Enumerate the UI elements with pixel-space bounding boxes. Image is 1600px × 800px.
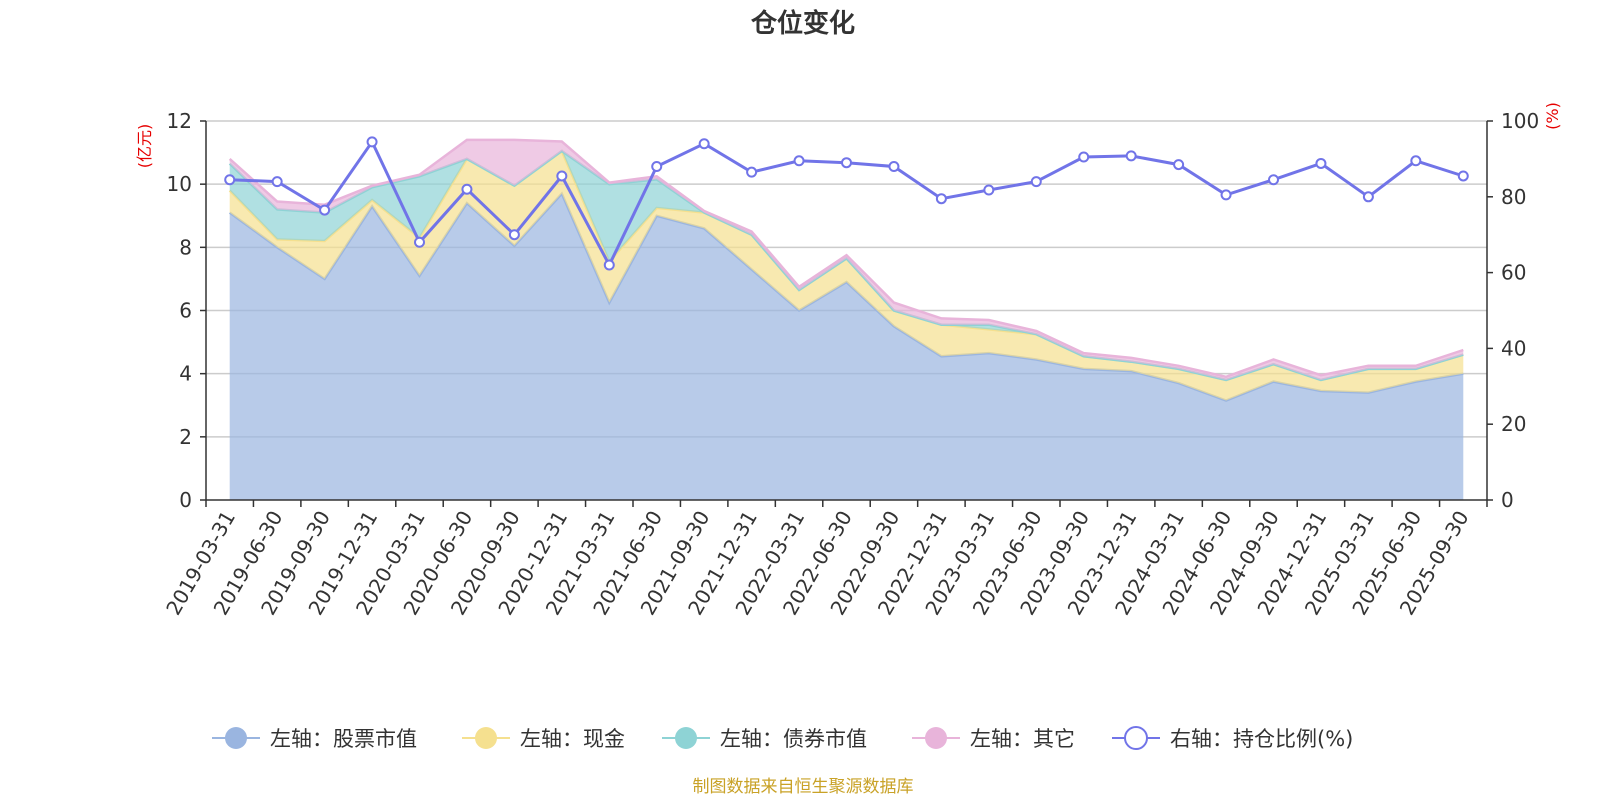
legend-label: 左轴：其它 xyxy=(970,727,1075,751)
ratio-point xyxy=(461,183,473,195)
ratio-point xyxy=(1125,150,1137,162)
ratio-point xyxy=(935,193,947,205)
ratio-point xyxy=(556,170,568,182)
legend-label: 左轴：债券市值 xyxy=(720,727,867,751)
left-tick-label: 6 xyxy=(179,299,192,323)
ratio-point xyxy=(508,229,520,241)
ratio-point xyxy=(271,176,283,188)
legend-label: 左轴：股票市值 xyxy=(270,727,417,751)
legend-marker xyxy=(225,727,247,749)
ratio-point xyxy=(1457,170,1469,182)
ratio-point xyxy=(983,184,995,196)
left-tick-label: 4 xyxy=(179,362,192,386)
legend-label: 右轴：持仓比例(%) xyxy=(1170,727,1353,751)
ratio-point xyxy=(224,174,236,186)
ratio-point xyxy=(1315,157,1327,169)
ratio-point xyxy=(1410,155,1422,167)
ratio-point xyxy=(603,259,615,271)
right-tick-label: 20 xyxy=(1501,412,1526,436)
area-band xyxy=(229,151,1464,401)
right-tick-label: 40 xyxy=(1501,336,1526,360)
ratio-point xyxy=(888,160,900,172)
left-axis-unit: (亿元) xyxy=(135,124,154,169)
ratio-point xyxy=(1220,189,1232,201)
chart-title: 仓位变化 xyxy=(750,8,855,39)
ratio-point xyxy=(698,138,710,150)
right-axis-unit: (%) xyxy=(1543,102,1562,130)
ratio-point xyxy=(366,136,378,148)
ratio-point xyxy=(793,155,805,167)
ratio-point xyxy=(414,236,425,248)
legend-marker xyxy=(675,727,697,749)
ratio-point xyxy=(746,166,758,178)
ratio-point xyxy=(1030,176,1042,188)
ratio-point xyxy=(1173,159,1185,171)
legend: 左轴：股票市值 左轴：现金 左轴：债券市值 左轴：其它 右轴：持仓比例(%) xyxy=(212,726,1353,751)
left-tick-label: 2 xyxy=(179,425,192,449)
ratio-point xyxy=(651,160,663,172)
legend-marker xyxy=(1124,726,1148,750)
right-tick-label: 60 xyxy=(1501,261,1526,285)
legend-item: 左轴：股票市值 xyxy=(212,727,417,751)
area-edge-line xyxy=(228,138,1464,379)
legend-item: 右轴：持仓比例(%) xyxy=(1112,726,1353,751)
legend-item: 左轴：其它 xyxy=(912,727,1075,751)
ratio-point xyxy=(1268,174,1279,186)
left-tick-label: 8 xyxy=(179,235,192,259)
source-note: 制图数据来自恒生聚源数据库 xyxy=(693,777,914,797)
ratio-series xyxy=(224,136,1469,271)
right-tick-label: 0 xyxy=(1501,488,1514,512)
left-tick-label: 12 xyxy=(167,109,192,133)
legend-marker xyxy=(925,727,947,749)
right-tick-label: 80 xyxy=(1501,185,1526,209)
ratio-point xyxy=(319,204,331,216)
left-tick-label: 0 xyxy=(179,488,192,512)
left-tick-label: 10 xyxy=(167,172,192,196)
ratio-point xyxy=(841,157,852,169)
right-tick-label: 100 xyxy=(1501,109,1539,133)
legend-marker xyxy=(475,727,497,749)
ratio-point xyxy=(1078,151,1090,163)
legend-label: 左轴：现金 xyxy=(520,727,625,751)
legend-item: 左轴：债券市值 xyxy=(662,727,867,751)
ratio-point xyxy=(1362,191,1374,203)
legend-item: 左轴：现金 xyxy=(462,727,625,751)
area-band xyxy=(229,193,1464,500)
area-layers xyxy=(228,138,1464,500)
